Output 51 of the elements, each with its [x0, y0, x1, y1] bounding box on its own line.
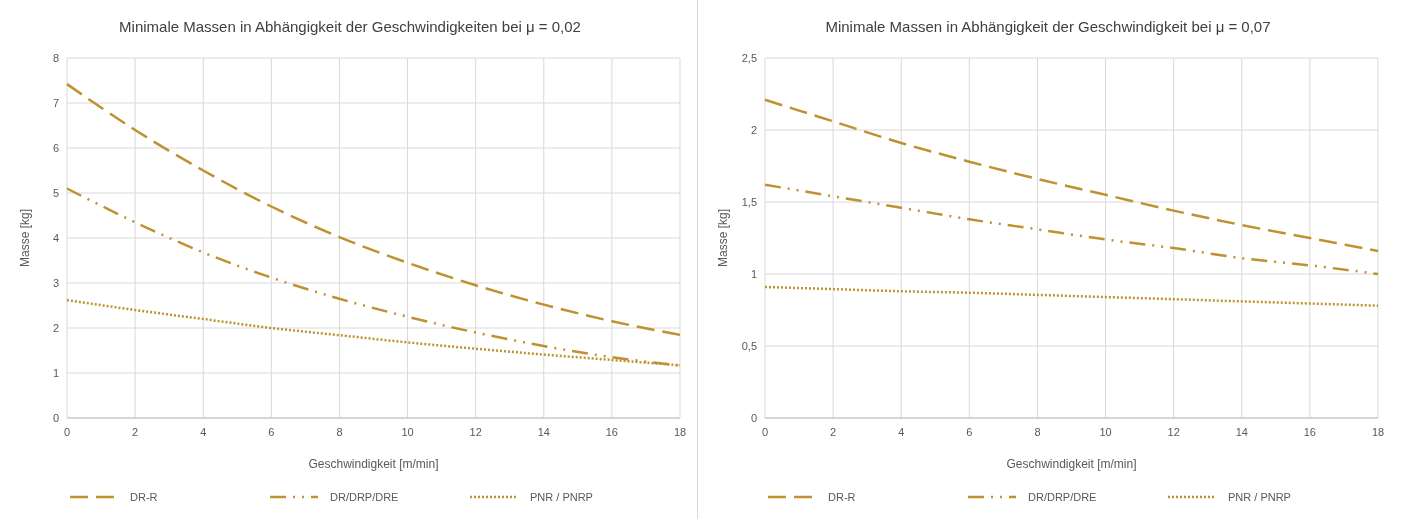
- x-tick-label: 18: [673, 426, 687, 438]
- y-axis-title: Masse [kg]: [18, 208, 32, 268]
- y-tick-label: 0: [750, 411, 757, 424]
- x-tick-label: 14: [1235, 426, 1248, 438]
- y-tick-label: 0: [52, 411, 59, 424]
- x-tick-label: 18: [1371, 426, 1385, 438]
- line-series: [65, 82, 682, 336]
- line-series: [763, 285, 1380, 307]
- y-tick-label: 2: [52, 321, 59, 334]
- y-tick-label: 7: [52, 96, 59, 109]
- y-tick-label: 6: [52, 141, 59, 154]
- legend-label: DR-R: [130, 490, 158, 503]
- line-series: [763, 183, 1380, 276]
- y-tick-label: 4: [52, 231, 59, 244]
- y-tick-label: 1: [52, 366, 59, 379]
- x-tick-label: 16: [605, 426, 619, 438]
- x-axis-title: Geschwindigkeit [m/min]: [1006, 457, 1137, 471]
- y-tick-label: 2: [750, 123, 757, 136]
- x-tick-label: 8: [1034, 426, 1041, 438]
- x-tick-label: 14: [537, 426, 550, 438]
- x-tick-label: 6: [966, 426, 973, 438]
- chart-title: Minimale Massen in Abhängigkeit der Geschwindigkeiten bei μ = 0,02: [119, 18, 581, 35]
- x-tick-label: 12: [1167, 426, 1180, 438]
- legend-label: PNR / PNRP: [1228, 490, 1291, 503]
- legend-label: DR/DRP/DRE: [1028, 490, 1097, 503]
- y-axis-title: Masse [kg]: [716, 208, 730, 268]
- y-tick-label: 0,5: [741, 339, 757, 352]
- y-tick-label: 1,5: [741, 195, 757, 208]
- x-tick-label: 4: [898, 426, 905, 438]
- x-tick-label: 10: [1099, 426, 1112, 438]
- x-tick-label: 0: [761, 426, 769, 438]
- x-tick-label: 8: [336, 426, 343, 438]
- y-tick-label: 1: [750, 267, 757, 280]
- x-tick-label: 6: [268, 426, 275, 438]
- legend-label: DR-R: [828, 490, 856, 503]
- x-tick-label: 4: [200, 426, 207, 438]
- x-tick-label: 10: [401, 426, 414, 438]
- x-tick-label: 2: [830, 426, 837, 438]
- y-tick-label: 8: [52, 51, 59, 64]
- x-tick-label: 16: [1303, 426, 1317, 438]
- x-axis-title: Geschwindigkeit [m/min]: [308, 457, 439, 471]
- y-tick-label: 2,5: [741, 51, 757, 64]
- x-tick-label: 0: [63, 426, 71, 438]
- y-tick-label: 5: [52, 186, 59, 199]
- x-tick-label: 12: [469, 426, 482, 438]
- legend-label: DR/DRP/DRE: [330, 490, 399, 503]
- legend-label: PNR / PNRP: [530, 490, 593, 503]
- y-tick-label: 3: [52, 276, 59, 289]
- chart-title: Minimale Massen in Abhängigkeit der Geschwindigkeit bei μ = 0,07: [825, 18, 1271, 35]
- x-tick-label: 2: [132, 426, 139, 438]
- line-series: [763, 98, 1380, 253]
